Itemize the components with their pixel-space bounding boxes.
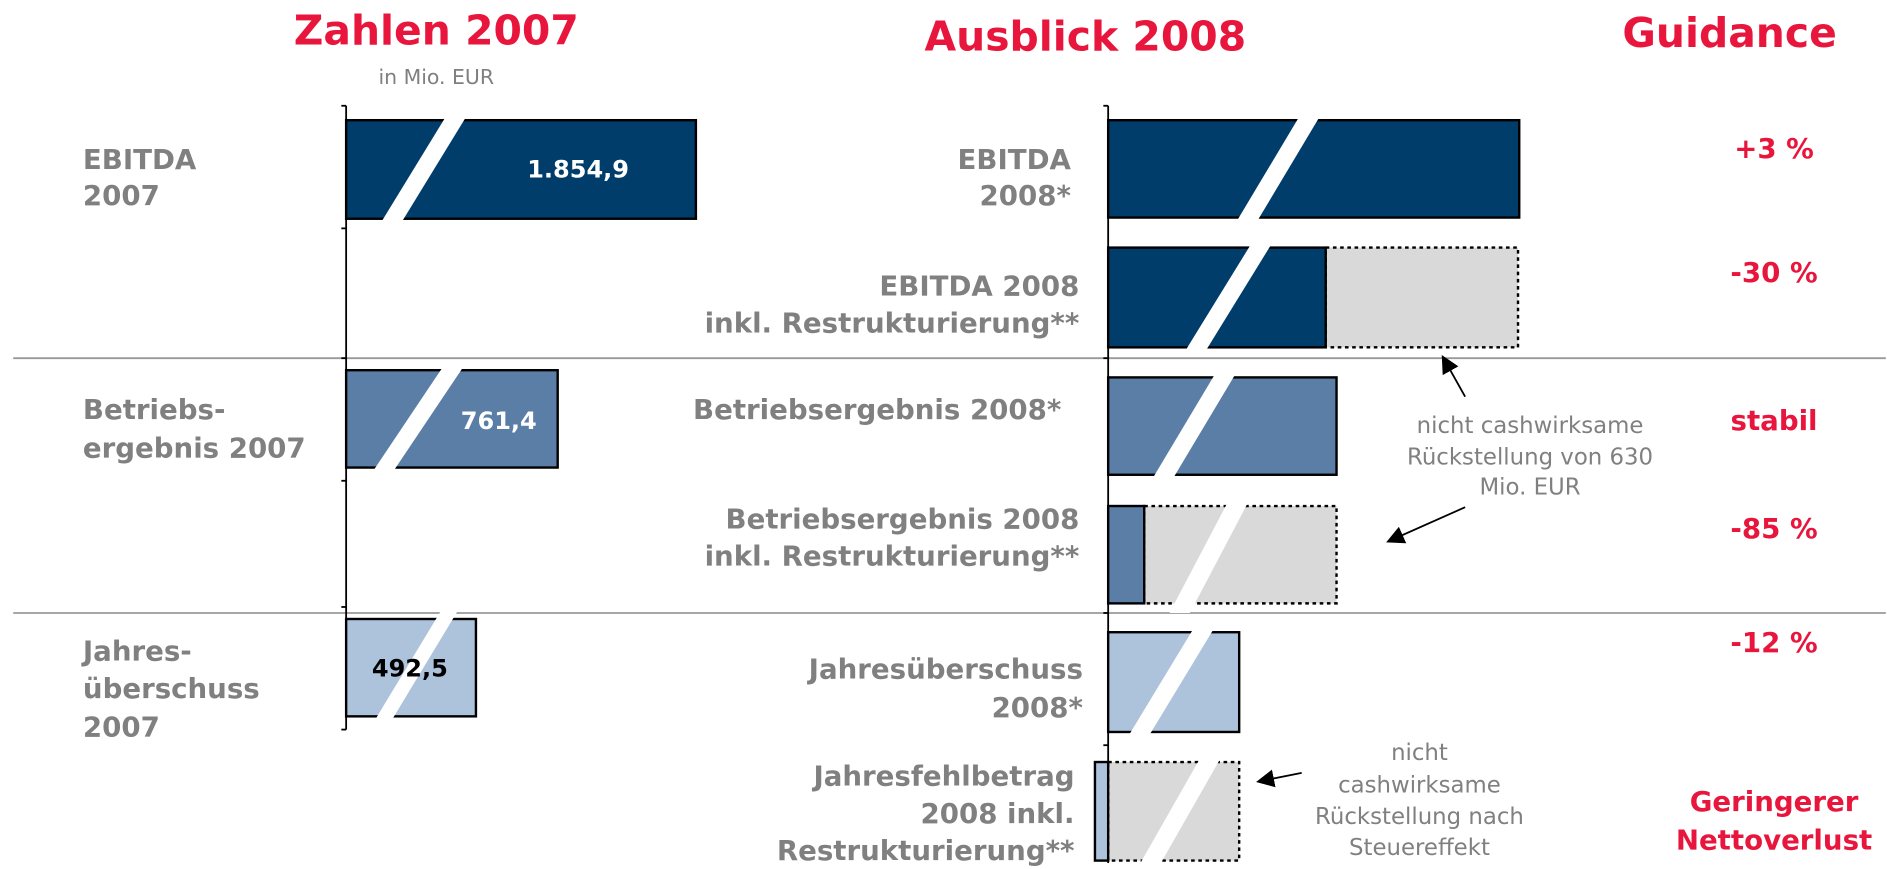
row-label: Betriebsergebnis 2008 bbox=[726, 502, 1080, 535]
heading: Ausblick 2008 bbox=[925, 13, 1247, 61]
row-label: Restrukturierung** bbox=[777, 834, 1075, 867]
row-label: Jahresüberschuss bbox=[807, 653, 1083, 686]
note: Mio. EUR bbox=[1479, 474, 1580, 500]
row-label: 2007 bbox=[83, 710, 160, 743]
row-label: 2008* bbox=[992, 691, 1083, 724]
bars bbox=[344, 110, 1521, 869]
value-label: 492,5 bbox=[372, 654, 448, 682]
row-label: Jahresfehlbetrag bbox=[811, 760, 1074, 793]
row-label: 2008 inkl. bbox=[921, 797, 1075, 830]
row-label: EBITDA 2008 bbox=[879, 269, 1079, 302]
row-label: Betriebs- bbox=[83, 393, 226, 426]
guidance: -85 % bbox=[1730, 512, 1817, 545]
guidance: stabil bbox=[1731, 404, 1818, 437]
unit: in Mio. EUR bbox=[379, 65, 495, 89]
separators bbox=[13, 357, 1886, 614]
guidance: -30 % bbox=[1730, 256, 1817, 289]
row-label: ergebnis 2007 bbox=[83, 432, 306, 465]
row-label: Jahres- bbox=[81, 635, 192, 668]
heading: Guidance bbox=[1622, 9, 1836, 57]
row-label: überschuss bbox=[83, 672, 260, 705]
value-label: 1.854,9 bbox=[527, 156, 629, 184]
row-label: EBITDA bbox=[83, 143, 197, 176]
note: cashwirksame bbox=[1338, 773, 1501, 799]
row-label: Betriebsergebnis 2008* bbox=[693, 393, 1061, 426]
note: Steuereffekt bbox=[1349, 835, 1490, 861]
guidance: Nettoverlust bbox=[1676, 823, 1872, 856]
note: Rückstellung von 630 bbox=[1407, 444, 1653, 470]
guidance: Geringerer bbox=[1690, 785, 1859, 818]
guidance: +3 % bbox=[1734, 132, 1814, 165]
note: nicht cashwirksame bbox=[1417, 413, 1644, 439]
heading: Zahlen 2007 bbox=[294, 7, 579, 55]
note: nicht bbox=[1391, 740, 1448, 766]
row-label: 2007 bbox=[83, 179, 160, 212]
value-label: 761,4 bbox=[461, 407, 537, 435]
arrows bbox=[1256, 355, 1466, 788]
row-label: inkl. Restrukturierung** bbox=[705, 540, 1080, 573]
note: Rückstellung nach bbox=[1315, 804, 1524, 830]
row-label: EBITDA bbox=[958, 143, 1072, 176]
guidance: -12 % bbox=[1730, 626, 1817, 659]
row-label: 2008* bbox=[980, 179, 1071, 212]
row-label: inkl. Restrukturierung** bbox=[705, 307, 1080, 340]
